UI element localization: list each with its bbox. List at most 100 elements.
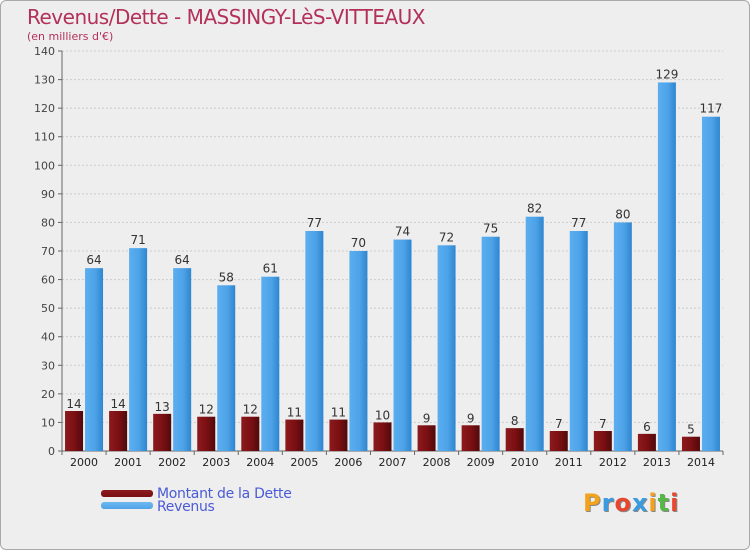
bar-revenus: [349, 251, 368, 451]
y-tick-label: 30: [41, 359, 55, 372]
x-tick-label: 2014: [687, 456, 715, 469]
y-tick-label: 20: [41, 388, 55, 401]
bar-dette: [373, 422, 392, 451]
x-tick-label: 2011: [555, 456, 583, 469]
data-label-dette: 14: [66, 397, 81, 411]
bar-revenus: [437, 245, 456, 451]
bar-revenus: [701, 116, 720, 451]
legend-swatch-revenus: [101, 502, 153, 509]
data-label-dette: 12: [199, 403, 214, 417]
data-label-dette: 7: [599, 417, 607, 431]
y-tick-label: 140: [34, 45, 55, 58]
data-label-revenus: 64: [86, 253, 101, 267]
data-label-revenus: 77: [571, 216, 586, 230]
data-label-dette: 9: [423, 411, 431, 425]
data-label-revenus: 58: [219, 270, 234, 284]
y-tick-label: 120: [34, 102, 55, 115]
legend-label-dette: Montant de la Dette: [157, 486, 292, 502]
bar-dette: [593, 431, 612, 451]
data-label-dette: 10: [375, 408, 390, 422]
x-tick-label: 2003: [202, 456, 230, 469]
x-tick-label: 2013: [643, 456, 671, 469]
x-tick-label: 2009: [467, 456, 495, 469]
data-label-dette: 7: [555, 417, 563, 431]
bar-revenus: [525, 216, 544, 451]
bar-revenus: [261, 276, 280, 451]
y-tick-label: 110: [34, 131, 55, 144]
logo-letter: o: [614, 489, 632, 517]
y-tick-label: 50: [41, 302, 55, 315]
bar-dette: [681, 436, 700, 451]
data-label-revenus: 82: [527, 202, 542, 216]
bar-dette: [109, 411, 128, 451]
bar-dette: [65, 411, 84, 451]
x-tick-label: 2004: [246, 456, 274, 469]
data-label-revenus: 129: [655, 67, 678, 81]
data-label-revenus: 74: [395, 225, 410, 239]
data-label-dette: 11: [331, 406, 346, 420]
x-tick-label: 2002: [158, 456, 186, 469]
data-label-dette: 13: [155, 400, 170, 414]
data-label-dette: 11: [287, 406, 302, 420]
x-tick-label: 2006: [334, 456, 362, 469]
bar-revenus: [613, 222, 632, 451]
bar-revenus: [657, 82, 676, 451]
data-label-dette: 12: [243, 403, 258, 417]
logo-letter: i: [648, 489, 658, 517]
logo-letter: x: [631, 489, 649, 517]
logo-letter: P: [583, 489, 602, 517]
bar-dette: [637, 433, 656, 451]
data-label-revenus: 117: [700, 102, 723, 116]
proxiti-logo: Proxiti: [583, 489, 679, 517]
x-tick-label: 2008: [423, 456, 451, 469]
y-tick-label: 60: [41, 274, 55, 287]
chart-subtitle: (en milliers d'€): [27, 30, 114, 43]
bar-revenus: [129, 248, 148, 451]
y-tick-label: 0: [48, 445, 55, 458]
data-label-revenus: 64: [175, 253, 190, 267]
data-label-revenus: 71: [130, 233, 145, 247]
legend-swatch-dette: [101, 490, 153, 497]
bar-dette: [153, 413, 172, 451]
data-label-revenus: 75: [483, 222, 498, 236]
bar-revenus: [305, 231, 324, 451]
bar-revenus: [85, 268, 104, 451]
bar-revenus: [393, 239, 412, 451]
logo-letter: t: [657, 489, 671, 517]
bar-dette: [549, 431, 568, 451]
bar-dette: [461, 425, 480, 451]
x-tick-label: 2005: [290, 456, 318, 469]
data-label-dette: 6: [643, 420, 651, 434]
data-label-dette: 5: [687, 423, 695, 437]
logo-letter: i: [670, 489, 680, 517]
y-tick-label: 100: [34, 159, 55, 172]
data-label-dette: 8: [511, 414, 519, 428]
data-label-revenus: 77: [307, 216, 322, 230]
bar-dette: [417, 425, 436, 451]
bar-revenus: [217, 285, 236, 451]
legend-label-revenus: Revenus: [157, 499, 215, 515]
bar-revenus: [173, 268, 192, 451]
data-label-revenus: 61: [263, 262, 278, 276]
x-tick-label: 2000: [70, 456, 98, 469]
y-tick-label: 10: [41, 416, 55, 429]
chart-title: Revenus/Dette - MASSINGY-LèS-VITTEAUX: [27, 5, 425, 29]
y-tick-label: 80: [41, 216, 55, 229]
x-tick-label: 2010: [511, 456, 539, 469]
y-tick-label: 90: [41, 188, 55, 201]
logo-letter: r: [601, 489, 615, 517]
data-label-revenus: 70: [351, 236, 366, 250]
bar-dette: [197, 416, 216, 451]
bar-dette: [285, 419, 304, 451]
plot-area: [62, 51, 723, 451]
data-label-dette: 9: [467, 411, 475, 425]
x-tick-label: 2012: [599, 456, 627, 469]
data-label-revenus: 80: [615, 207, 630, 221]
bar-dette: [329, 419, 348, 451]
bar-dette: [241, 416, 260, 451]
y-tick-label: 70: [41, 245, 55, 258]
bar-dette: [505, 428, 524, 451]
data-label-dette: 14: [110, 397, 125, 411]
